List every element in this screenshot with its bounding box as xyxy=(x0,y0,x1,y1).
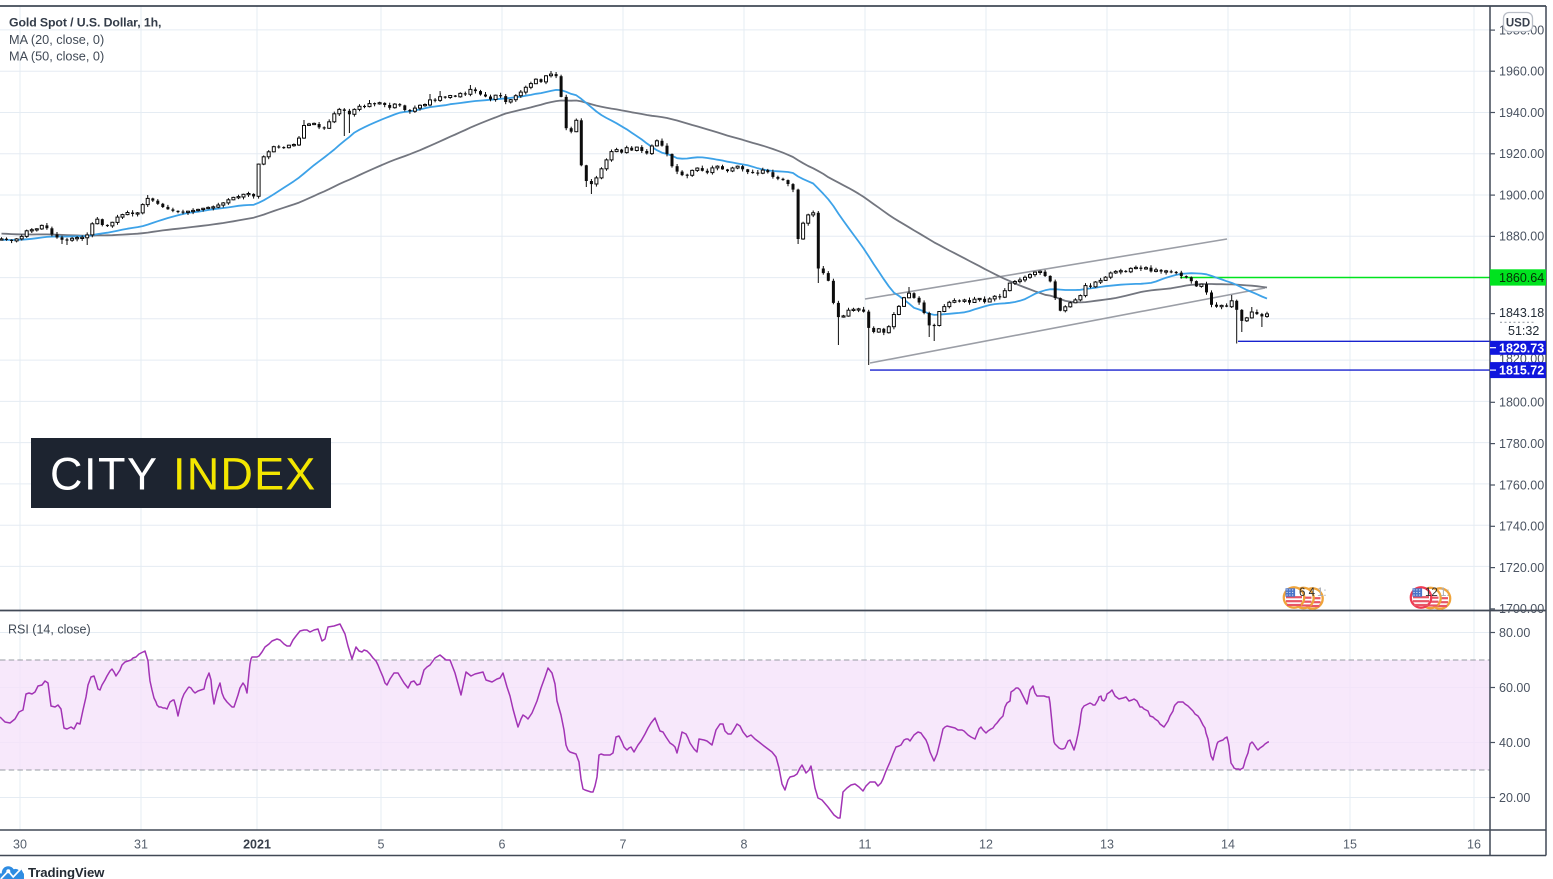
svg-text:1860.64: 1860.64 xyxy=(1499,271,1544,285)
svg-text:30: 30 xyxy=(13,838,27,852)
svg-text:40.00: 40.00 xyxy=(1499,736,1530,750)
svg-text:1740.00: 1740.00 xyxy=(1499,520,1544,534)
svg-text:6 4: 6 4 xyxy=(1299,587,1316,599)
svg-text:1940.00: 1940.00 xyxy=(1499,106,1544,120)
svg-text:1760.00: 1760.00 xyxy=(1499,478,1544,492)
svg-text:16: 16 xyxy=(1467,838,1481,852)
svg-text:1880.00: 1880.00 xyxy=(1499,230,1544,244)
svg-text:INDEX: INDEX xyxy=(173,449,317,500)
svg-text:14: 14 xyxy=(1221,838,1235,852)
svg-text:1829.73: 1829.73 xyxy=(1499,341,1544,355)
svg-text:RSI (14, close): RSI (14, close) xyxy=(8,623,91,637)
svg-text:MA (20, close, 0): MA (20, close, 0) xyxy=(9,33,104,47)
svg-text:1700.00: 1700.00 xyxy=(1499,602,1544,616)
svg-text:1780.00: 1780.00 xyxy=(1499,437,1544,451)
svg-text:8: 8 xyxy=(741,838,748,852)
svg-text:TradingView: TradingView xyxy=(28,865,105,879)
svg-text:1900.00: 1900.00 xyxy=(1499,188,1544,202)
svg-text:15: 15 xyxy=(1343,838,1357,852)
svg-text:20.00: 20.00 xyxy=(1499,791,1530,805)
svg-text:1843.18: 1843.18 xyxy=(1499,306,1544,320)
svg-text:7: 7 xyxy=(620,838,627,852)
svg-text:12: 12 xyxy=(979,838,993,852)
svg-text:31: 31 xyxy=(134,838,148,852)
svg-text:Gold Spot / U.S. Dollar, 1h,: Gold Spot / U.S. Dollar, 1h, xyxy=(9,16,161,30)
svg-text:2021: 2021 xyxy=(243,838,271,852)
svg-text:11: 11 xyxy=(859,838,872,852)
svg-text:80.00: 80.00 xyxy=(1499,626,1530,640)
svg-text:12: 12 xyxy=(1425,587,1438,599)
svg-text:1720.00: 1720.00 xyxy=(1499,561,1544,575)
svg-text:6: 6 xyxy=(499,838,506,852)
svg-text:51:32: 51:32 xyxy=(1508,324,1539,338)
svg-text:1815.72: 1815.72 xyxy=(1499,364,1544,378)
svg-text:USD: USD xyxy=(1506,17,1530,29)
svg-text:MA (50, close, 0): MA (50, close, 0) xyxy=(9,50,104,64)
svg-text:1:: 1: xyxy=(1317,587,1327,599)
svg-text:CITY: CITY xyxy=(50,449,159,500)
svg-text:5: 5 xyxy=(378,838,385,852)
svg-text:13: 13 xyxy=(1100,838,1114,852)
svg-text:1800.00: 1800.00 xyxy=(1499,396,1544,410)
svg-text:1960.00: 1960.00 xyxy=(1499,65,1544,79)
svg-text:60.00: 60.00 xyxy=(1499,681,1530,695)
svg-text:1920.00: 1920.00 xyxy=(1499,147,1544,161)
svg-text:1:: 1: xyxy=(1440,587,1450,599)
